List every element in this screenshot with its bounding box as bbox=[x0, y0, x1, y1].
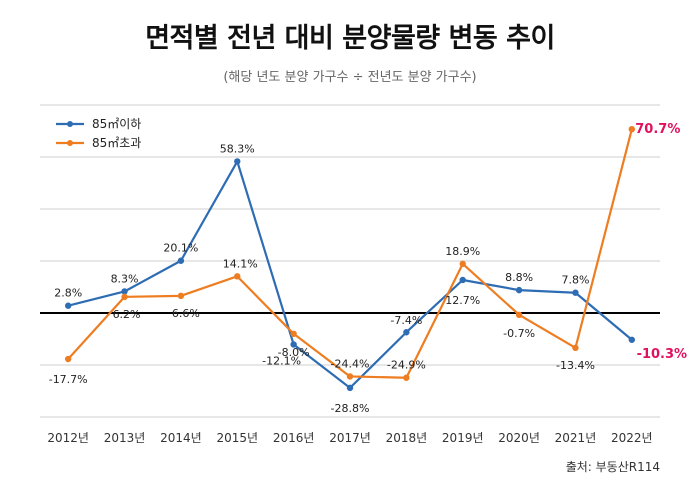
legend-label: 85㎡이하 bbox=[92, 117, 141, 131]
source-note: 출처: 부동산R114 bbox=[565, 460, 660, 474]
series-85-above-point bbox=[121, 293, 128, 301]
series-85-below-data-label: 8.8% bbox=[505, 271, 533, 284]
x-tick-label: 2022년 bbox=[611, 431, 653, 445]
series-85-below-point bbox=[121, 288, 128, 295]
series-85-below-data-label: -7.4% bbox=[390, 314, 422, 327]
series-85-above-point bbox=[628, 125, 636, 133]
series-85-above-point bbox=[290, 330, 297, 337]
series-85-below-point bbox=[459, 276, 466, 284]
series-85-below-point bbox=[515, 286, 523, 294]
series-85-above-point bbox=[572, 344, 579, 352]
series-85-above-data-label: 70.7% bbox=[635, 122, 680, 137]
series-85-above-data-label: 6.6% bbox=[172, 307, 200, 320]
legend-marker bbox=[67, 140, 73, 146]
series-85-below-point bbox=[290, 341, 297, 348]
series-85-above-point bbox=[346, 373, 354, 380]
series-85-below-point bbox=[346, 384, 354, 392]
series-85-above-data-label: 14.1% bbox=[223, 257, 258, 270]
series-85-above-data-label: -13.4% bbox=[556, 359, 595, 372]
series-85-below-line bbox=[67, 160, 633, 389]
series-85-below-data-label: 12.7% bbox=[445, 294, 480, 307]
series-85-above-data-label: -24.9% bbox=[387, 359, 426, 372]
series-85-below-data-label: 20.1% bbox=[163, 242, 198, 255]
series-85-above-data-label: 18.9% bbox=[445, 245, 480, 258]
series-85-below-data-label: 8.3% bbox=[111, 272, 139, 285]
chart-title: 면적별 전년 대비 분양물량 변동 추이 bbox=[145, 23, 555, 54]
x-tick-label: 2016년 bbox=[273, 431, 315, 445]
legend-marker bbox=[67, 121, 73, 127]
series-85-below-point bbox=[64, 302, 72, 309]
series-85-above-point bbox=[64, 355, 72, 363]
series-85-above-point bbox=[459, 260, 466, 268]
x-tick-label: 2021년 bbox=[555, 431, 597, 445]
series-85-below-data-label: 2.8% bbox=[54, 287, 82, 300]
x-tick-label: 2012년 bbox=[47, 431, 89, 445]
x-tick-label: 2019년 bbox=[442, 431, 484, 445]
series-85-below-data-label: -28.8% bbox=[331, 402, 370, 415]
series-85-above-data-label: -0.7% bbox=[503, 327, 535, 340]
series-85-above-data-label: -17.7% bbox=[49, 373, 88, 386]
x-tick-label: 2017년 bbox=[329, 431, 371, 445]
series-85-below-data-label: -12.1% bbox=[262, 354, 301, 367]
x-tick-label: 2015년 bbox=[216, 431, 258, 445]
series-85-above-data-label: -8.0% bbox=[278, 346, 310, 359]
series-85-above-point bbox=[403, 374, 410, 381]
series-85-below-data-label: 58.3% bbox=[220, 142, 255, 155]
legend-label: 85㎡초과 bbox=[92, 136, 141, 150]
series-85-above-point bbox=[234, 273, 241, 280]
series-85-below-point bbox=[234, 158, 241, 165]
series-85-above-data-label: 6.2% bbox=[113, 308, 141, 321]
x-tick-label: 2014년 bbox=[160, 431, 202, 445]
series-85-below-data-label: -10.3% bbox=[637, 347, 688, 362]
chart-subtitle: (해당 년도 분양 가구수 ÷ 전년도 분양 가구수) bbox=[223, 70, 477, 85]
series-85-below-point bbox=[403, 329, 410, 336]
x-tick-label: 2018년 bbox=[386, 431, 428, 445]
x-tick-label: 2013년 bbox=[104, 431, 146, 445]
x-tick-label: 2020년 bbox=[498, 431, 540, 445]
series-85-above-point bbox=[515, 311, 523, 319]
series-85-above-point bbox=[177, 292, 185, 300]
series-85-below-point bbox=[572, 289, 579, 296]
series-85-above-line bbox=[67, 128, 633, 379]
series-85-above-data-label: -24.4% bbox=[331, 357, 370, 370]
series-85-below-point bbox=[628, 336, 636, 343]
series-85-below-point bbox=[177, 257, 185, 264]
series-85-below-data-label: 7.8% bbox=[561, 274, 589, 287]
